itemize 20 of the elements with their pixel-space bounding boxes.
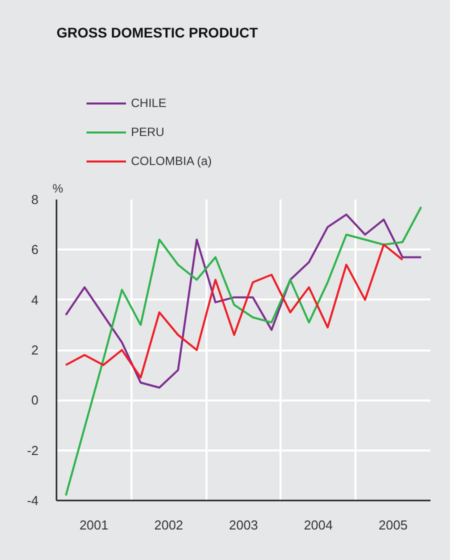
legend-label: CHILE (131, 96, 166, 110)
legend-label: COLOMBIA (a) (131, 154, 212, 168)
x-tick-label: 2002 (154, 518, 184, 532)
line-series (64, 206, 422, 496)
y-axis-title: % (52, 182, 64, 196)
legend-label: PERU (131, 125, 164, 139)
y-tick-label: 8 (31, 192, 39, 207)
y-tick-label: -4 (26, 493, 39, 508)
chart-title: GROSS DOMESTIC PRODUCT (56, 24, 258, 40)
y-tick-label: -2 (26, 442, 39, 458)
x-tick-label: 2005 (378, 518, 408, 532)
x-tick-label: 2003 (229, 518, 258, 532)
line-series (64, 244, 404, 379)
x-tick-label: 2004 (304, 518, 333, 532)
line-series (64, 214, 422, 389)
y-tick-label: 0 (31, 392, 39, 408)
y-tick-label: 2 (31, 342, 39, 358)
x-tick-label: 2001 (79, 518, 108, 532)
y-tick-label: 4 (31, 292, 39, 308)
y-tick-label: 6 (31, 242, 39, 258)
